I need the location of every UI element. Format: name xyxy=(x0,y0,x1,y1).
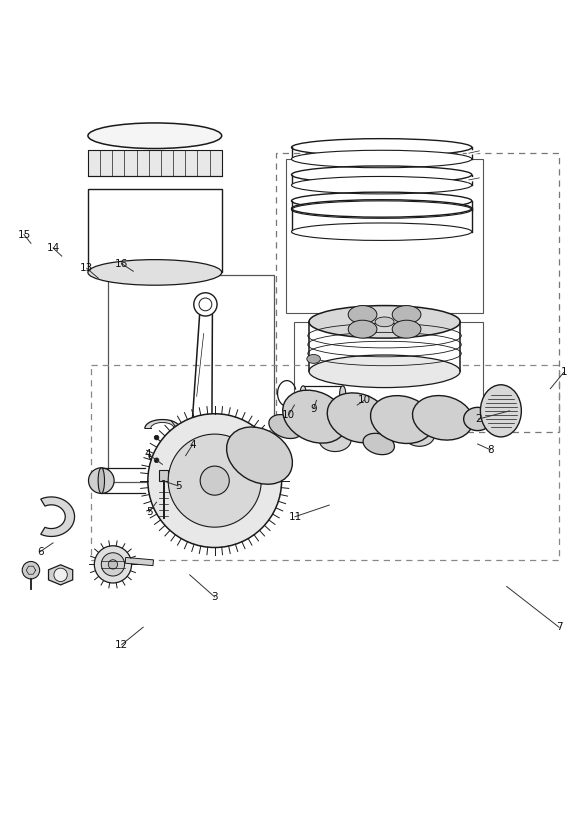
Text: 9: 9 xyxy=(310,404,317,414)
Circle shape xyxy=(108,559,118,569)
Text: 1: 1 xyxy=(560,368,567,377)
Ellipse shape xyxy=(88,123,222,148)
Polygon shape xyxy=(41,497,75,536)
Ellipse shape xyxy=(307,354,321,363)
Bar xyxy=(125,557,153,565)
Ellipse shape xyxy=(340,386,346,401)
Ellipse shape xyxy=(292,176,472,194)
Text: 8: 8 xyxy=(487,445,494,455)
Polygon shape xyxy=(145,419,180,428)
Text: 10: 10 xyxy=(282,410,295,420)
Text: 4: 4 xyxy=(145,449,151,459)
Ellipse shape xyxy=(348,321,377,338)
Circle shape xyxy=(200,466,229,495)
Ellipse shape xyxy=(292,150,472,168)
Bar xyxy=(294,322,483,429)
Text: 4: 4 xyxy=(189,439,196,450)
Circle shape xyxy=(154,435,159,440)
Bar xyxy=(276,153,559,433)
Ellipse shape xyxy=(98,468,104,494)
Text: 10: 10 xyxy=(357,396,371,405)
Bar xyxy=(88,190,222,273)
Text: 14: 14 xyxy=(47,243,59,253)
Ellipse shape xyxy=(375,317,394,327)
Ellipse shape xyxy=(292,223,472,241)
Ellipse shape xyxy=(348,306,377,324)
Ellipse shape xyxy=(463,407,491,431)
Circle shape xyxy=(89,468,114,494)
Ellipse shape xyxy=(309,355,460,387)
Text: 5: 5 xyxy=(175,481,181,491)
Text: 5: 5 xyxy=(146,507,152,517)
Text: 6: 6 xyxy=(37,546,44,556)
Bar xyxy=(159,471,168,480)
Ellipse shape xyxy=(319,428,351,452)
Polygon shape xyxy=(149,456,184,465)
Circle shape xyxy=(154,458,159,462)
Ellipse shape xyxy=(327,393,389,442)
Bar xyxy=(88,150,222,176)
Circle shape xyxy=(148,414,282,547)
Polygon shape xyxy=(48,564,73,585)
Text: 2: 2 xyxy=(476,414,482,424)
Bar xyxy=(309,322,460,372)
Circle shape xyxy=(101,553,125,576)
Text: 12: 12 xyxy=(115,639,128,649)
Circle shape xyxy=(94,545,132,583)
Text: 7: 7 xyxy=(556,622,563,632)
Ellipse shape xyxy=(300,386,306,401)
Ellipse shape xyxy=(88,260,222,285)
Ellipse shape xyxy=(392,321,421,338)
Text: 11: 11 xyxy=(289,512,301,522)
Bar xyxy=(108,275,274,482)
Bar xyxy=(286,159,483,313)
Text: 15: 15 xyxy=(17,230,30,240)
Ellipse shape xyxy=(283,391,347,443)
Text: 3: 3 xyxy=(212,592,218,602)
Ellipse shape xyxy=(413,396,473,440)
Ellipse shape xyxy=(405,424,434,447)
Ellipse shape xyxy=(363,433,395,455)
Ellipse shape xyxy=(292,201,472,218)
Text: 13: 13 xyxy=(80,264,93,274)
Circle shape xyxy=(22,561,40,579)
Ellipse shape xyxy=(269,414,303,438)
Ellipse shape xyxy=(371,396,434,443)
Bar xyxy=(182,467,191,478)
Ellipse shape xyxy=(392,306,421,324)
Circle shape xyxy=(168,434,261,527)
Text: 16: 16 xyxy=(115,259,128,269)
Circle shape xyxy=(54,569,67,582)
Ellipse shape xyxy=(227,427,293,485)
Ellipse shape xyxy=(480,385,521,437)
Ellipse shape xyxy=(309,306,460,338)
